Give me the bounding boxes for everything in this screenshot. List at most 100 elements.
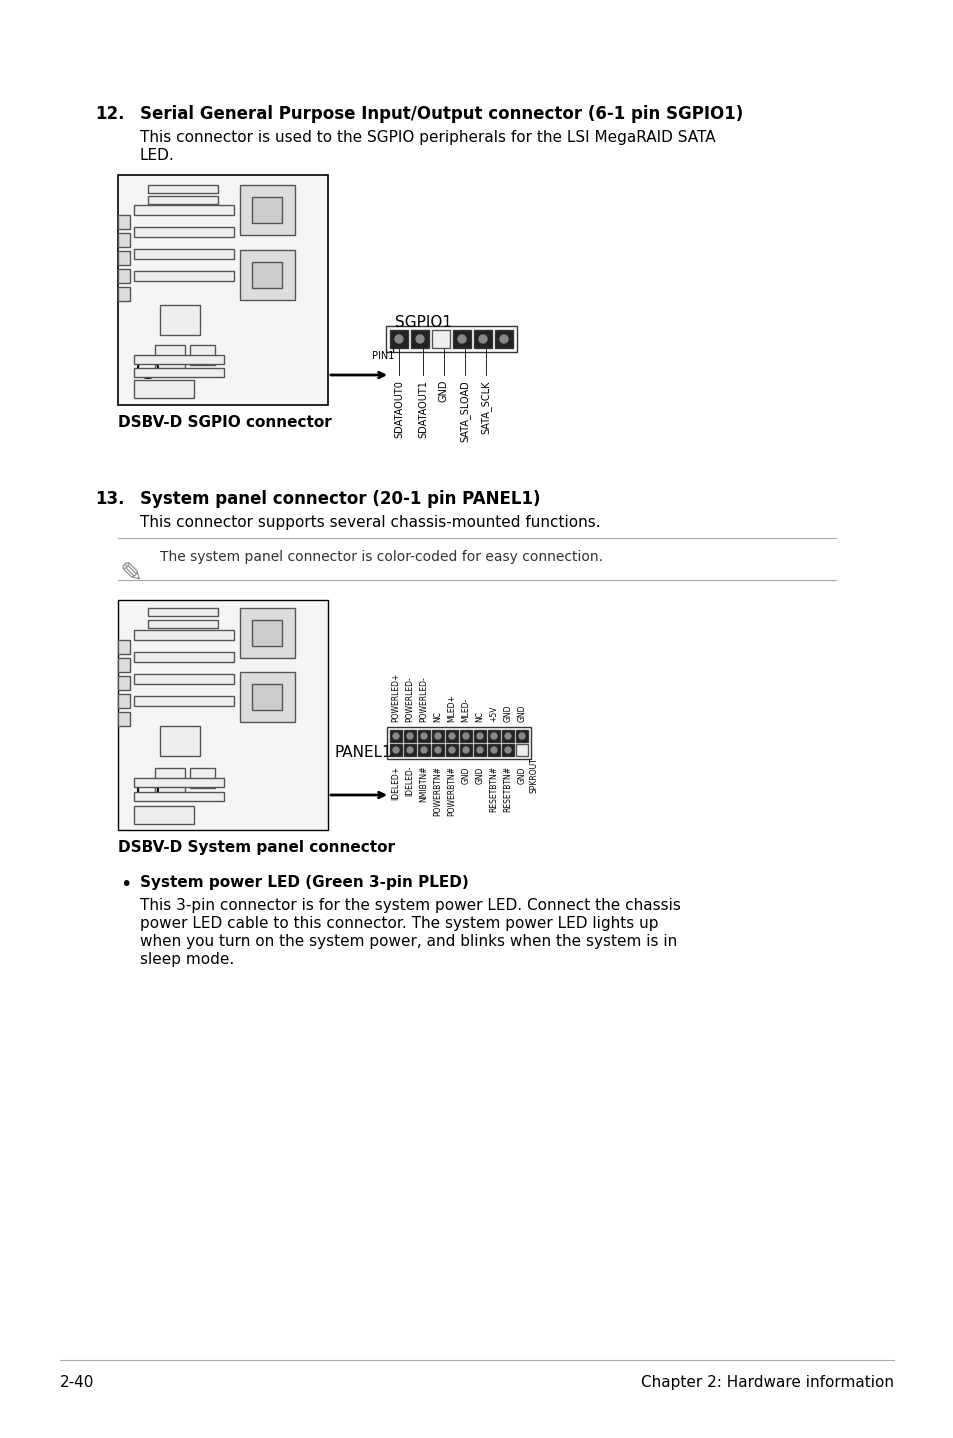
Bar [118, 676, 130, 690]
Bar [403, 743, 416, 756]
Bar [148, 186, 218, 193]
Text: NC: NC [475, 710, 484, 722]
Text: RESETBTN#: RESETBTN# [503, 766, 512, 812]
Bar [516, 731, 527, 742]
Text: SGPIO1: SGPIO1 [395, 315, 452, 329]
Circle shape [462, 733, 469, 739]
Text: This connector is used to the SGPIO peripherals for the LSI MegaRAID SATA: This connector is used to the SGPIO peri… [140, 129, 715, 145]
Bar [133, 249, 233, 259]
Text: SATA_SLOAD: SATA_SLOAD [459, 380, 470, 441]
Circle shape [476, 746, 482, 754]
Text: System panel connector (20-1 pin PANEL1): System panel connector (20-1 pin PANEL1) [140, 490, 540, 508]
Bar [459, 731, 472, 742]
Bar [133, 696, 233, 706]
Bar [190, 345, 214, 365]
Text: RESETBTN#: RESETBTN# [489, 766, 498, 812]
Bar [488, 743, 499, 756]
Circle shape [504, 746, 511, 754]
Bar [154, 345, 185, 370]
Circle shape [504, 733, 511, 739]
Bar [252, 684, 282, 710]
Circle shape [420, 733, 427, 739]
Text: POWERBTN#: POWERBTN# [447, 766, 456, 815]
Bar [118, 695, 130, 707]
Text: Chapter 2: Hardware information: Chapter 2: Hardware information [640, 1375, 893, 1391]
Bar [252, 620, 282, 646]
Circle shape [407, 746, 413, 754]
Circle shape [499, 335, 507, 344]
Bar [474, 731, 485, 742]
Bar [417, 743, 430, 756]
Text: power LED cable to this connector. The system power LED lights up: power LED cable to this connector. The s… [140, 916, 658, 930]
Bar [133, 355, 224, 364]
Bar [133, 380, 193, 398]
Circle shape [462, 746, 469, 754]
Bar [118, 269, 130, 283]
Text: DSBV-D System panel connector: DSBV-D System panel connector [118, 840, 395, 856]
Text: GND: GND [475, 766, 484, 784]
Text: GND: GND [461, 766, 470, 784]
Circle shape [393, 746, 398, 754]
Bar [446, 731, 457, 742]
Bar [501, 731, 514, 742]
Text: NMIBTN#: NMIBTN# [419, 766, 428, 802]
Bar [160, 726, 200, 756]
Bar [148, 196, 218, 204]
Text: GND: GND [503, 705, 512, 722]
Bar [118, 600, 328, 830]
Bar [133, 651, 233, 661]
Text: MLED-: MLED- [461, 697, 470, 722]
Text: 12.: 12. [95, 105, 125, 124]
Text: POWERLED+: POWERLED+ [391, 673, 400, 722]
Bar [474, 743, 485, 756]
Bar [133, 270, 233, 280]
Text: GND: GND [517, 766, 526, 784]
Circle shape [449, 746, 455, 754]
Bar [118, 288, 130, 301]
Bar [432, 329, 450, 348]
Text: SATA_SCLK: SATA_SCLK [480, 380, 491, 433]
Bar [252, 197, 282, 223]
Text: 13.: 13. [95, 490, 125, 508]
Bar [387, 728, 531, 759]
Text: SPKROUT: SPKROUT [529, 756, 537, 792]
Text: PIN1: PIN1 [372, 351, 394, 361]
Bar [474, 329, 492, 348]
Bar [133, 368, 224, 377]
Text: MLED+: MLED+ [447, 695, 456, 722]
Circle shape [457, 335, 465, 344]
Bar [133, 792, 224, 801]
Text: ✎: ✎ [120, 559, 143, 588]
Text: 2-40: 2-40 [60, 1375, 94, 1391]
Circle shape [416, 335, 423, 344]
Bar [403, 731, 416, 742]
Bar [432, 743, 443, 756]
Text: POWERLED-: POWERLED- [405, 676, 414, 722]
Text: when you turn on the system power, and blinks when the system is in: when you turn on the system power, and b… [140, 935, 677, 949]
Bar [240, 186, 294, 234]
Circle shape [407, 733, 413, 739]
Bar [154, 768, 185, 792]
Bar [133, 630, 233, 640]
Bar [190, 768, 214, 788]
Circle shape [395, 335, 402, 344]
Bar [148, 620, 218, 628]
Text: SDATAOUT0: SDATAOUT0 [394, 380, 403, 439]
Bar [495, 329, 513, 348]
Bar [252, 262, 282, 288]
Bar [390, 329, 408, 348]
Bar [118, 216, 130, 229]
Circle shape [449, 733, 455, 739]
Bar [160, 305, 200, 335]
Bar [501, 743, 514, 756]
Text: IDELED+: IDELED+ [391, 766, 400, 800]
Text: IDELED-: IDELED- [405, 766, 414, 797]
Bar [390, 731, 401, 742]
Bar [118, 712, 130, 726]
Circle shape [420, 746, 427, 754]
Bar [118, 659, 130, 672]
Text: +5V: +5V [489, 706, 498, 722]
Circle shape [435, 746, 440, 754]
Bar [118, 252, 130, 265]
Text: SDATAOUT1: SDATAOUT1 [417, 380, 428, 439]
